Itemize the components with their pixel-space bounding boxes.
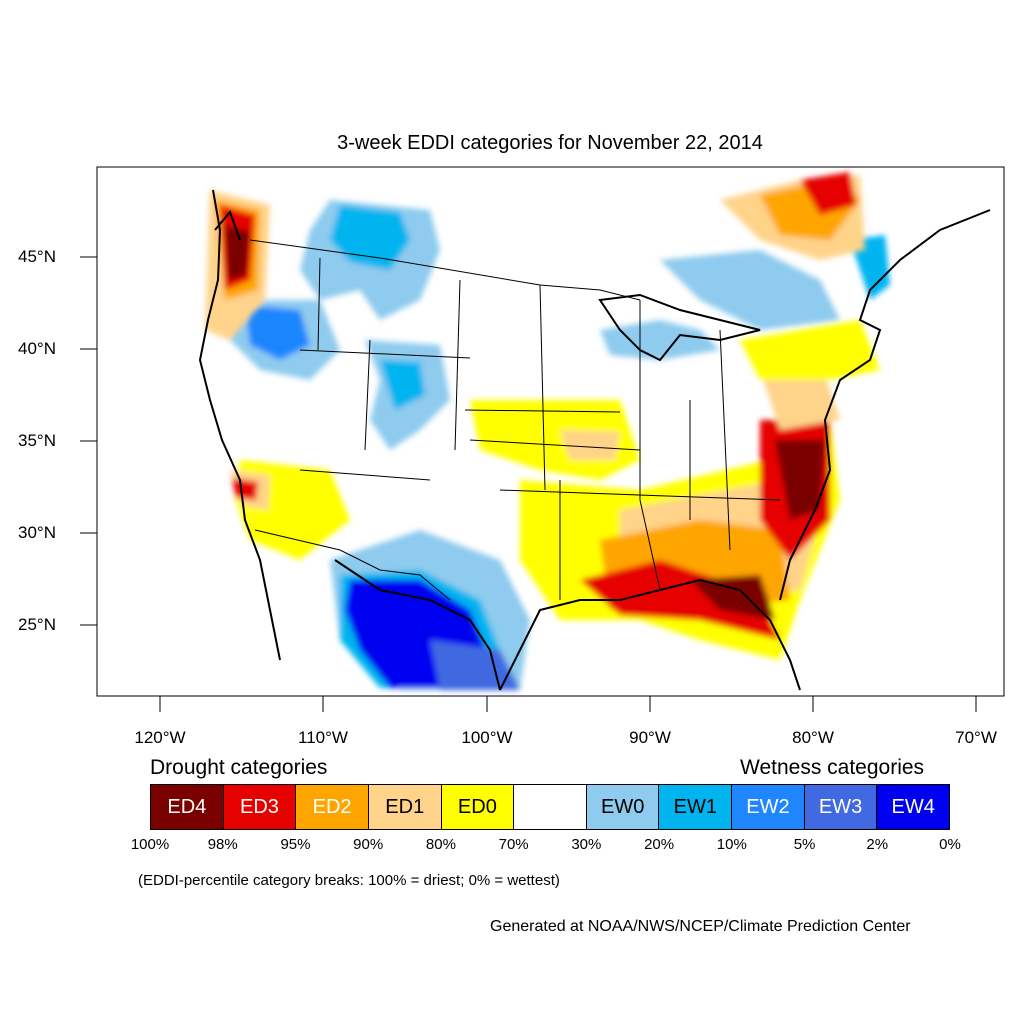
category-fields: [205, 172, 890, 690]
border-mexico: [254, 529, 451, 601]
break-label: 70%: [498, 836, 529, 853]
lon-label-70: 70°W: [955, 728, 997, 747]
lat-label-35: 35°N: [18, 431, 56, 450]
break-label: 100%: [130, 836, 170, 853]
coastline: [198, 189, 281, 661]
break-label: 90%: [353, 836, 384, 853]
break-label: 98%: [207, 836, 238, 853]
atlantic-coast: [779, 209, 991, 601]
legend-cell-ed3: ED3: [223, 785, 297, 829]
map-title: 3-week EDDI categories for November 22, …: [337, 132, 763, 154]
break-label: 2%: [866, 836, 889, 853]
break-label: 10%: [716, 836, 747, 853]
lon-label-110: 110°W: [298, 728, 348, 747]
lat-label-45: 45°N: [18, 247, 56, 266]
legend-cell-ew1: EW1: [659, 785, 733, 829]
break-label: 5%: [793, 836, 816, 853]
legend-cell-ed2: ED2: [296, 785, 369, 829]
break-label: 95%: [280, 836, 311, 853]
wetness-heading: Wetness categories: [740, 756, 925, 779]
axis-ticks: [80, 256, 977, 712]
legend-cell-ed1: ED1: [368, 785, 442, 829]
category-legend: ED4 ED3 ED2 ED1 ED0 EW0 EW1 EW2 EW3 EW4: [150, 784, 950, 830]
boundaries: [198, 189, 991, 691]
break-label: 0%: [939, 836, 961, 853]
credit-line: Generated at NOAA/NWS/NCEP/Climate Predi…: [490, 918, 911, 935]
break-label: 30%: [571, 836, 602, 853]
legend-cell-ew2: EW2: [732, 785, 805, 829]
legend-cell-ew4: EW4: [877, 785, 950, 829]
lon-label-120: 120°W: [134, 728, 186, 747]
break-label: 20%: [644, 836, 675, 853]
legend-cell-ed0: ED0: [441, 785, 515, 829]
category-note: (EDDI-percentile category breaks: 100% =…: [138, 872, 560, 889]
drought-heading: Drought categories: [150, 756, 328, 779]
lat-label-40: 40°N: [18, 339, 56, 358]
lon-label-90: 90°W: [629, 728, 671, 747]
legend-cell-ew0: EW0: [586, 785, 660, 829]
wet-field: [230, 200, 890, 690]
lat-label-30: 30°N: [18, 523, 56, 542]
lat-label-25: 25°N: [18, 615, 56, 634]
legend-cell-ew3: EW3: [804, 785, 878, 829]
lon-label-100: 100°W: [461, 728, 513, 747]
state-lines: [299, 257, 781, 600]
map-frame: [96, 166, 1005, 697]
legend-cell-neutral: [514, 785, 587, 829]
break-label: 80%: [425, 836, 456, 853]
lon-label-80: 80°W: [792, 728, 834, 747]
legend-cell-ed4: ED4: [151, 785, 224, 829]
